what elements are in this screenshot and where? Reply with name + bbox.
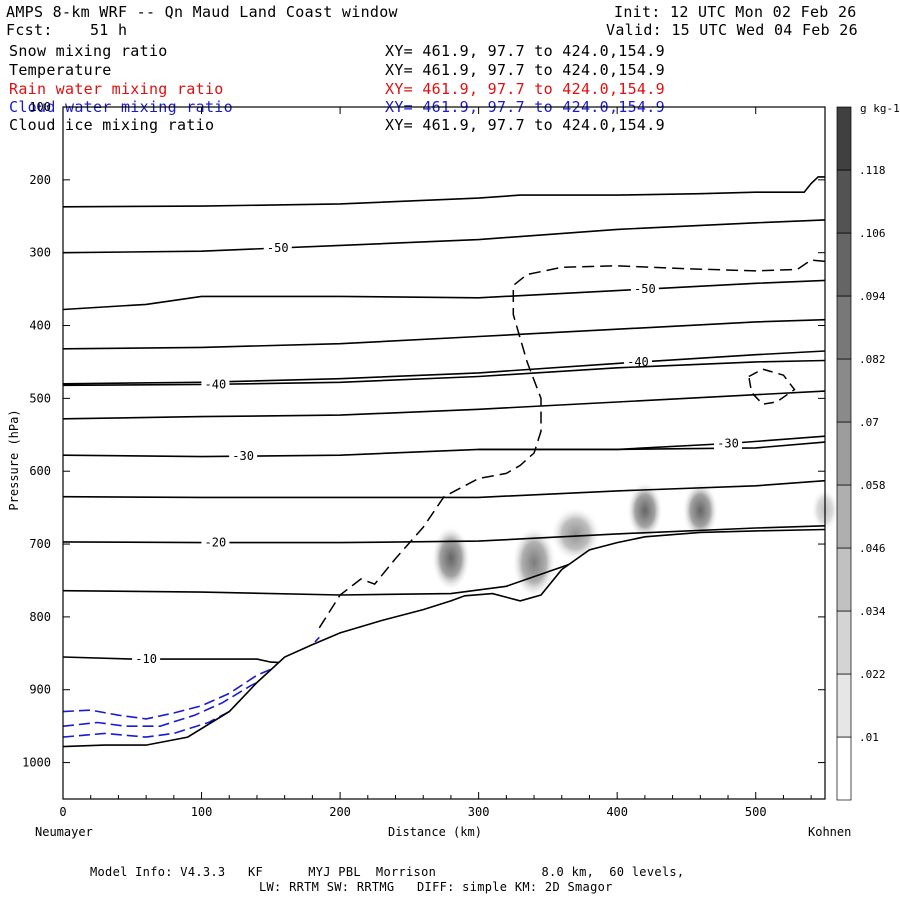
temperature-isotherm xyxy=(62,318,826,350)
colorbar-label: .07 xyxy=(859,416,879,429)
valid-time: Valid: 15 UTC Wed 04 Feb 26 xyxy=(606,21,858,39)
snow-blob xyxy=(511,522,557,596)
snow-blob xyxy=(431,522,471,588)
temperature-isotherm xyxy=(62,350,826,385)
y-tick-label: 400 xyxy=(29,319,51,333)
isotherm-label: -20 xyxy=(205,536,227,550)
y-tick-label: 300 xyxy=(29,246,51,260)
isotherm-label-bg xyxy=(229,449,258,463)
cloud-ice-contour-small xyxy=(748,368,796,406)
temperature-isotherm xyxy=(62,176,825,208)
x-end-label-right: Kohnen xyxy=(808,825,851,839)
field-name-cloud-ice: Cloud ice mixing ratio xyxy=(9,116,215,134)
model-info-physics: LW: RRTM SW: RRTMG DIFF: simple KM: 2D S… xyxy=(259,880,613,894)
colorbar-segment xyxy=(836,358,852,423)
temperature-isotherm xyxy=(62,279,826,311)
plot-frame xyxy=(62,106,826,800)
x-tick-label: 100 xyxy=(191,805,213,819)
isotherm-label: -40 xyxy=(205,377,227,391)
colorbar-label: .046 xyxy=(859,542,886,555)
cloud-ice-contours xyxy=(318,259,826,629)
y-tick-label: 800 xyxy=(29,610,51,624)
colorbar-segment xyxy=(836,484,852,549)
field-xy-temperature: XY= 461.9, 97.7 to 424.0,154.9 xyxy=(385,61,665,79)
field-xy-cloud-ice: XY= 461.9, 97.7 to 424.0,154.9 xyxy=(385,116,665,134)
isotherm-label-bg xyxy=(132,652,161,666)
colorbar-label: .022 xyxy=(859,668,886,681)
terrain-line xyxy=(62,528,826,748)
temperature-isotherm xyxy=(62,359,826,387)
isotherm-label: -30 xyxy=(232,449,254,463)
colorbar-segment xyxy=(836,673,852,738)
isotherm-label: -10 xyxy=(135,652,157,666)
terrain-mask xyxy=(63,529,825,799)
x-tick-label: 0 xyxy=(59,805,66,819)
isotherm-label: -50 xyxy=(267,241,289,255)
isotherm-label: -30 xyxy=(717,437,739,451)
colorbar: .01 .022 .034 .046 .058 .07 .082 .094 .106 .118 xyxy=(836,106,886,801)
model-info: Model Info: V4.3.3 KF MYJ PBL Morrison 8… xyxy=(90,865,685,879)
cloud-ice-contour xyxy=(318,259,826,629)
colorbar-label: .058 xyxy=(859,479,886,492)
snow-blob xyxy=(550,503,601,559)
field-xy-snow: XY= 461.9, 97.7 to 424.0,154.9 xyxy=(385,42,665,60)
x-axis-label: Distance (km) xyxy=(388,825,482,839)
chart-title: AMPS 8-km WRF -- Qn Maud Land Coast wind… xyxy=(6,3,398,21)
isotherm-label-bg xyxy=(263,241,292,255)
x-tick-label: 300 xyxy=(468,805,490,819)
colorbar-label: .082 xyxy=(859,353,886,366)
snow-shading-layer xyxy=(431,478,839,596)
isotherm-label-bg xyxy=(623,355,652,369)
colorbar-label: .034 xyxy=(859,605,886,618)
isotherm-label-bg xyxy=(714,436,743,450)
x-tick-label: 500 xyxy=(745,805,767,819)
colorbar-label: .01 xyxy=(859,731,879,744)
init-time: Init: 12 UTC Mon 02 Feb 26 xyxy=(614,3,857,21)
axes: 0 100 200 300 400 500 100 200 300 400 500 600 700 800… xyxy=(22,100,826,819)
field-xy-rain: XY= 461.9, 97.7 to 424.0,154.9 xyxy=(385,80,665,98)
colorbar-segment xyxy=(836,169,852,234)
snow-blob xyxy=(626,478,663,537)
field-name-rain: Rain water mixing ratio xyxy=(9,80,224,98)
colorbar-segment xyxy=(836,232,852,297)
colorbar-segment xyxy=(836,547,852,612)
field-name-temperature: Temperature xyxy=(9,61,112,79)
field-name-snow: Snow mixing ratio xyxy=(9,42,168,60)
temperature-contours: -50 -50 -40 -40 -30 -30 -20 -10 xyxy=(62,176,826,666)
colorbar-segment xyxy=(836,421,852,486)
y-tick-label: 700 xyxy=(29,537,51,551)
isotherm-label-bg xyxy=(201,377,230,391)
colorbar-label: .094 xyxy=(859,290,886,303)
y-tick-label: 500 xyxy=(29,391,51,405)
temperature-isotherm xyxy=(62,390,826,420)
terrain-layer xyxy=(62,528,826,799)
forecast-hour: Fcst: 51 h xyxy=(6,21,128,39)
isotherm-label: -40 xyxy=(627,355,649,369)
colorbar-segment xyxy=(836,295,852,360)
y-tick-label: 1000 xyxy=(22,756,51,770)
y-tick-label: 100 xyxy=(29,100,51,114)
temperature-isotherm xyxy=(62,219,826,254)
temperature-isotherm xyxy=(62,656,285,664)
temperature-isotherm xyxy=(62,479,826,499)
y-tick-label: 200 xyxy=(29,173,51,187)
colorbar-unit: g kg-1 xyxy=(860,102,900,115)
colorbar-segment xyxy=(836,106,852,171)
temperature-isotherm xyxy=(478,435,826,451)
isotherm-label: -50 xyxy=(634,282,656,296)
colorbar-segment xyxy=(836,610,852,675)
colorbar-segment xyxy=(836,736,852,801)
colorbar-label: .106 xyxy=(859,227,886,240)
y-tick-label: 900 xyxy=(29,683,51,697)
colorbar-label: .118 xyxy=(859,164,886,177)
isotherm-label-bg xyxy=(201,535,230,549)
y-axis-label: Pressure (hPa) xyxy=(7,409,21,510)
y-tick-label: 600 xyxy=(29,464,51,478)
isotherm-label-bg xyxy=(630,282,659,296)
snow-blob xyxy=(682,478,719,537)
x-tick-label: 200 xyxy=(329,805,351,819)
x-tick-label: 400 xyxy=(606,805,628,819)
x-end-label-left: Neumayer xyxy=(35,825,93,839)
